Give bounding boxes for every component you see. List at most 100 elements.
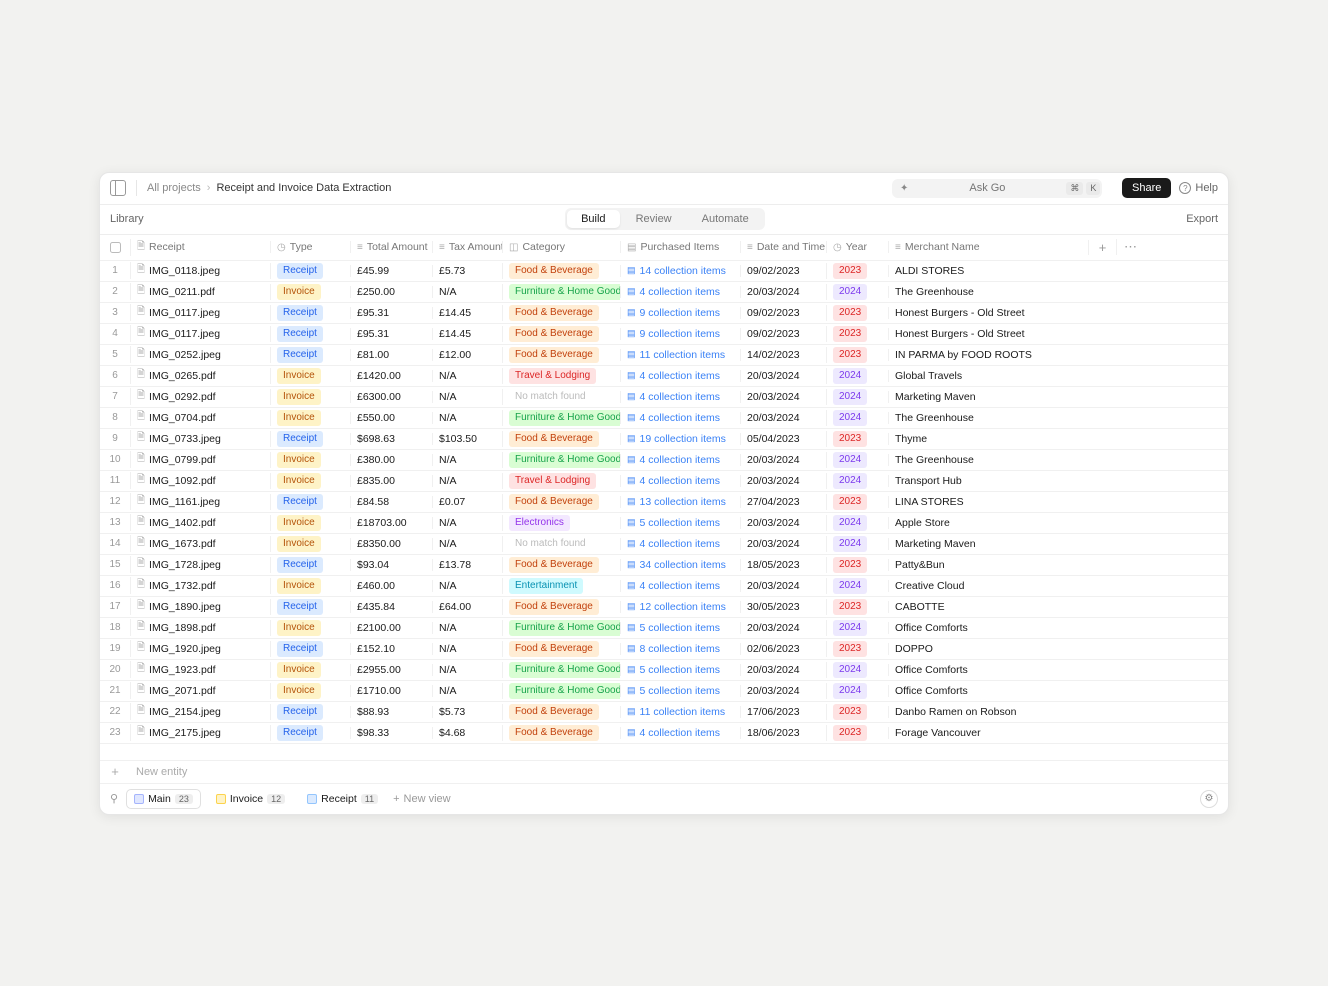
cell-date[interactable]: 20/03/2024 (740, 517, 826, 529)
table-row[interactable]: 4🗎IMG_0117.jpegReceipt£95.31£14.45Food &… (100, 324, 1228, 345)
view-main[interactable]: Main 23 (126, 789, 201, 809)
cell-type[interactable]: Receipt (270, 599, 350, 615)
cell-tax[interactable]: $5.73 (432, 706, 502, 718)
cell-file[interactable]: 🗎IMG_0117.jpeg (130, 325, 270, 342)
cell-date[interactable]: 20/03/2024 (740, 538, 826, 550)
cell-category[interactable]: Food & Beverage (502, 431, 620, 447)
cell-file[interactable]: 🗎IMG_1890.jpeg (130, 598, 270, 615)
cell-merchant[interactable]: Apple Store (888, 517, 1088, 529)
cell-date[interactable]: 09/02/2023 (740, 307, 826, 319)
cell-date[interactable]: 09/02/2023 (740, 328, 826, 340)
cell-year[interactable]: 2024 (826, 368, 888, 384)
breadcrumb-parent[interactable]: All projects (147, 182, 201, 194)
cell-type[interactable]: Invoice (270, 284, 350, 300)
col-merchant[interactable]: ≡Merchant Name (888, 241, 1088, 253)
table-row[interactable]: 12🗎IMG_1161.jpegReceipt£84.58£0.07Food &… (100, 492, 1228, 513)
cell-total[interactable]: £1710.00 (350, 685, 432, 697)
cell-date[interactable]: 14/02/2023 (740, 349, 826, 361)
cell-type[interactable]: Receipt (270, 557, 350, 573)
cell-file[interactable]: 🗎IMG_0733.jpeg (130, 430, 270, 447)
cell-category[interactable]: Furniture & Home Goods (502, 683, 620, 699)
cell-category[interactable]: Food & Beverage (502, 704, 620, 720)
cell-merchant[interactable]: Global Travels (888, 370, 1088, 382)
cell-type[interactable]: Invoice (270, 452, 350, 468)
tab-automate[interactable]: Automate (688, 210, 763, 228)
cell-file[interactable]: 🗎IMG_1898.pdf (130, 619, 270, 636)
table-row[interactable]: 11🗎IMG_1092.pdfInvoice£835.00N/ATravel &… (100, 471, 1228, 492)
cell-tax[interactable]: N/A (432, 370, 502, 382)
cell-date[interactable]: 05/04/2023 (740, 433, 826, 445)
table-row[interactable]: 2🗎IMG_0211.pdfInvoice£250.00N/AFurniture… (100, 282, 1228, 303)
cell-total[interactable]: $93.04 (350, 559, 432, 571)
cell-merchant[interactable]: Forage Vancouver (888, 727, 1088, 739)
cell-date[interactable]: 20/03/2024 (740, 664, 826, 676)
cell-tax[interactable]: N/A (432, 517, 502, 529)
cell-total[interactable]: £95.31 (350, 328, 432, 340)
cell-category[interactable]: Food & Beverage (502, 725, 620, 741)
cell-total[interactable]: £1420.00 (350, 370, 432, 382)
cell-file[interactable]: 🗎IMG_1923.pdf (130, 661, 270, 678)
cell-tax[interactable]: N/A (432, 622, 502, 634)
cell-category[interactable]: Furniture & Home Goods (502, 452, 620, 468)
cell-year[interactable]: 2023 (826, 704, 888, 720)
table-row[interactable]: 10🗎IMG_0799.pdfInvoice£380.00N/AFurnitur… (100, 450, 1228, 471)
collection-link[interactable]: ▤5 collection items (627, 685, 720, 697)
collection-link[interactable]: ▤8 collection items (627, 643, 720, 655)
col-tax[interactable]: ≡Tax Amount (432, 241, 502, 253)
cell-items[interactable]: ▤4 collection items (620, 286, 740, 298)
library-label[interactable]: Library (110, 213, 144, 225)
cell-type[interactable]: Invoice (270, 368, 350, 384)
cell-items[interactable]: ▤4 collection items (620, 580, 740, 592)
add-column-button[interactable]: + (1088, 240, 1116, 255)
cell-type[interactable]: Receipt (270, 263, 350, 279)
table-row[interactable]: 18🗎IMG_1898.pdfInvoice£2100.00N/AFurnitu… (100, 618, 1228, 639)
cell-items[interactable]: ▤5 collection items (620, 517, 740, 529)
cell-year[interactable]: 2024 (826, 662, 888, 678)
cell-type[interactable]: Receipt (270, 347, 350, 363)
cell-merchant[interactable]: IN PARMA by FOOD ROOTS (888, 349, 1088, 361)
cell-date[interactable]: 09/02/2023 (740, 265, 826, 277)
cell-items[interactable]: ▤8 collection items (620, 643, 740, 655)
cell-year[interactable]: 2023 (826, 494, 888, 510)
cell-year[interactable]: 2023 (826, 263, 888, 279)
cell-merchant[interactable]: Danbo Ramen on Robson (888, 706, 1088, 718)
cell-total[interactable]: $88.93 (350, 706, 432, 718)
table-row[interactable]: 17🗎IMG_1890.jpegReceipt£435.84£64.00Food… (100, 597, 1228, 618)
col-receipt[interactable]: 🗎Receipt (130, 239, 270, 256)
collection-link[interactable]: ▤11 collection items (627, 349, 725, 361)
cell-date[interactable]: 20/03/2024 (740, 412, 826, 424)
cell-category[interactable]: Travel & Lodging (502, 368, 620, 384)
table-row[interactable]: 14🗎IMG_1673.pdfInvoice£8350.00N/ANo matc… (100, 534, 1228, 555)
cell-tax[interactable]: N/A (432, 391, 502, 403)
col-category[interactable]: ◫Category (502, 241, 620, 253)
new-view-button[interactable]: + New view (393, 793, 451, 805)
cell-total[interactable]: £250.00 (350, 286, 432, 298)
tab-build[interactable]: Build (567, 210, 619, 228)
cell-merchant[interactable]: CABOTTE (888, 601, 1088, 613)
cell-type[interactable]: Receipt (270, 494, 350, 510)
cell-total[interactable]: £8350.00 (350, 538, 432, 550)
cell-total[interactable]: £380.00 (350, 454, 432, 466)
cell-date[interactable]: 18/06/2023 (740, 727, 826, 739)
cell-tax[interactable]: £14.45 (432, 307, 502, 319)
cell-date[interactable]: 02/06/2023 (740, 643, 826, 655)
cell-type[interactable]: Receipt (270, 704, 350, 720)
cell-total[interactable]: £435.84 (350, 601, 432, 613)
cell-category[interactable]: Food & Beverage (502, 347, 620, 363)
cell-merchant[interactable]: Thyme (888, 433, 1088, 445)
cell-tax[interactable]: £5.73 (432, 265, 502, 277)
table-row[interactable]: 6🗎IMG_0265.pdfInvoice£1420.00N/ATravel &… (100, 366, 1228, 387)
cell-items[interactable]: ▤4 collection items (620, 538, 740, 550)
cell-total[interactable]: £152.10 (350, 643, 432, 655)
cell-type[interactable]: Invoice (270, 620, 350, 636)
cell-items[interactable]: ▤4 collection items (620, 727, 740, 739)
cell-total[interactable]: $98.33 (350, 727, 432, 739)
view-invoice[interactable]: Invoice 12 (209, 790, 292, 808)
cell-category[interactable]: No match found (502, 536, 620, 552)
cell-year[interactable]: 2024 (826, 452, 888, 468)
collection-link[interactable]: ▤5 collection items (627, 517, 720, 529)
cell-items[interactable]: ▤4 collection items (620, 454, 740, 466)
collection-link[interactable]: ▤34 collection items (627, 559, 726, 571)
cell-type[interactable]: Invoice (270, 683, 350, 699)
cell-items[interactable]: ▤4 collection items (620, 475, 740, 487)
